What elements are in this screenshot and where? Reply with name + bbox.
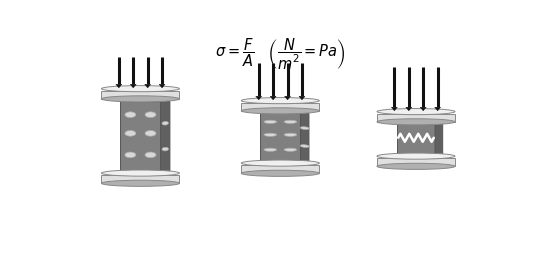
Ellipse shape [145,152,156,158]
Polygon shape [284,96,290,100]
Polygon shape [159,84,165,88]
Polygon shape [116,84,122,88]
Polygon shape [144,84,150,88]
Polygon shape [120,99,161,171]
Polygon shape [101,91,179,99]
Ellipse shape [101,170,179,176]
Polygon shape [270,96,276,100]
Ellipse shape [264,120,277,124]
Ellipse shape [377,163,455,169]
Ellipse shape [284,148,297,151]
Ellipse shape [162,147,168,151]
Ellipse shape [264,148,277,151]
Polygon shape [161,99,170,174]
Polygon shape [406,107,412,111]
Ellipse shape [162,121,168,125]
Ellipse shape [377,153,455,159]
Ellipse shape [241,108,319,114]
Ellipse shape [241,160,319,166]
Ellipse shape [101,96,179,102]
Polygon shape [260,111,309,113]
Ellipse shape [300,127,309,130]
Polygon shape [397,122,443,124]
Polygon shape [420,107,426,111]
Polygon shape [241,165,319,173]
Ellipse shape [101,86,179,92]
Ellipse shape [145,131,156,136]
Ellipse shape [300,145,309,147]
Ellipse shape [284,133,297,136]
Polygon shape [435,107,440,111]
Polygon shape [299,96,305,100]
Text: $\sigma = \dfrac{F}{A}$   $\left(\dfrac{N}{m^2} = Pa\right)$: $\sigma = \dfrac{F}{A}$ $\left(\dfrac{N}… [215,37,346,72]
Polygon shape [300,111,309,163]
Polygon shape [397,122,435,154]
Ellipse shape [125,112,136,118]
Polygon shape [260,111,300,161]
Ellipse shape [377,109,455,115]
Polygon shape [130,84,136,88]
Polygon shape [435,122,443,156]
Ellipse shape [241,170,319,176]
Ellipse shape [101,180,179,186]
Ellipse shape [377,119,455,125]
Ellipse shape [241,98,319,104]
Polygon shape [120,99,170,102]
Polygon shape [377,158,455,166]
Polygon shape [392,107,397,111]
Ellipse shape [284,120,297,124]
Ellipse shape [125,131,136,136]
Polygon shape [101,175,179,183]
Ellipse shape [125,152,136,158]
Polygon shape [377,114,455,122]
Ellipse shape [264,133,277,136]
Ellipse shape [145,112,156,118]
Polygon shape [256,96,261,100]
Polygon shape [241,103,319,111]
